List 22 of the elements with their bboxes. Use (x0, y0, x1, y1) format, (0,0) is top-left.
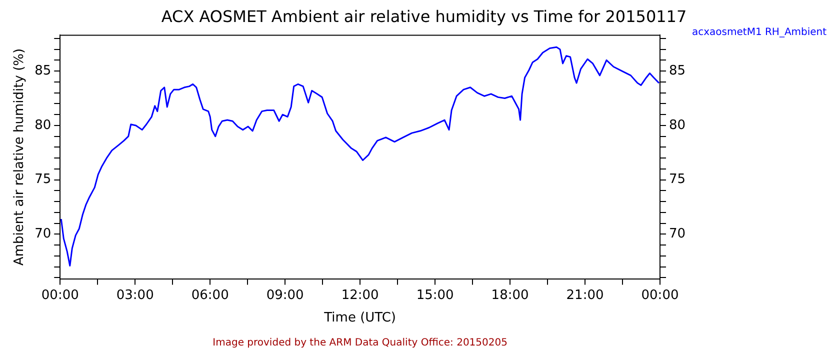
x-tick-label: 21:00 (566, 288, 604, 303)
y2-tick-label: 70 (669, 226, 686, 242)
x-tick-label: 00:00 (641, 288, 679, 303)
x-tick-label: 15:00 (416, 288, 454, 303)
x-tick-label: 00:00 (41, 288, 79, 303)
x-tick-label: 18:00 (491, 288, 529, 303)
x-tick-label: 06:00 (191, 288, 229, 303)
text: acxaosmetM1 RH_Ambient (692, 26, 827, 38)
y-tick-label: 75 (34, 172, 52, 188)
y2-tick-label: 85 (669, 63, 686, 78)
y-tick-label: 85 (34, 63, 52, 78)
y-tick-label: 80 (34, 118, 52, 133)
chart-title: ACX AOSMET Ambient air relative humidity vs Time for 20150117 (161, 6, 687, 26)
text: Image provided by the ARM Data Quality Office: 20150205 (212, 338, 508, 349)
x-tick-label: 12:00 (341, 288, 379, 303)
y-tick-label: 70 (34, 226, 52, 242)
y-axis-title: Ambient air relative humidity (%) (12, 48, 28, 266)
x-tick-label: 09:00 (266, 288, 304, 303)
x-tick-label: 03:00 (116, 288, 154, 303)
y2-tick-label: 75 (669, 172, 686, 188)
x-axis-title: Time (UTC) (323, 310, 396, 326)
y2-tick-label: 80 (669, 118, 686, 133)
